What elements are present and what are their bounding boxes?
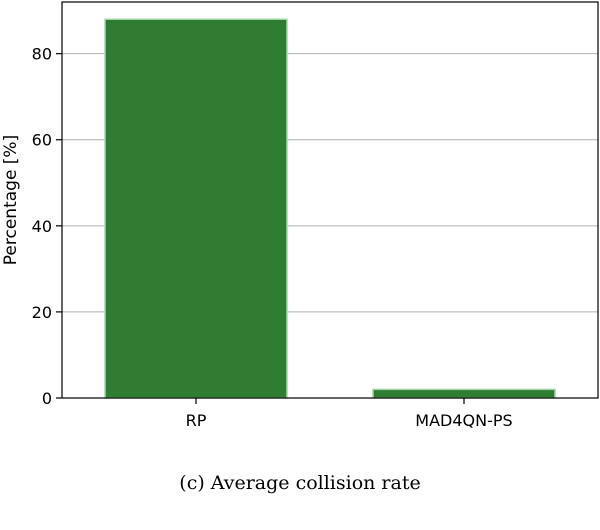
y-tick-label: 40 [32, 217, 52, 236]
bar-chart: 0 20 40 60 80 RP MAD4QN-PS Percentage [%] [1, 1, 599, 430]
y-ticks: 0 20 40 60 80 [32, 45, 62, 408]
y-tick-label: 20 [32, 303, 52, 322]
plot-frame [61, 1, 599, 399]
x-tick-label: MAD4QN-PS [415, 411, 512, 430]
bar-mad4qn-ps [372, 388, 556, 399]
y-axis-label: Percentage [%] [1, 135, 21, 265]
y-tick-label: 0 [42, 389, 52, 408]
bars [104, 18, 556, 399]
y-tick-label: 60 [32, 131, 52, 150]
bar-rp [104, 18, 288, 399]
figure-caption: (c) Average collision rate [179, 472, 421, 494]
x-ticks: RP MAD4QN-PS [186, 398, 513, 430]
y-tick-label: 80 [32, 45, 52, 64]
x-tick-label: RP [186, 411, 207, 430]
